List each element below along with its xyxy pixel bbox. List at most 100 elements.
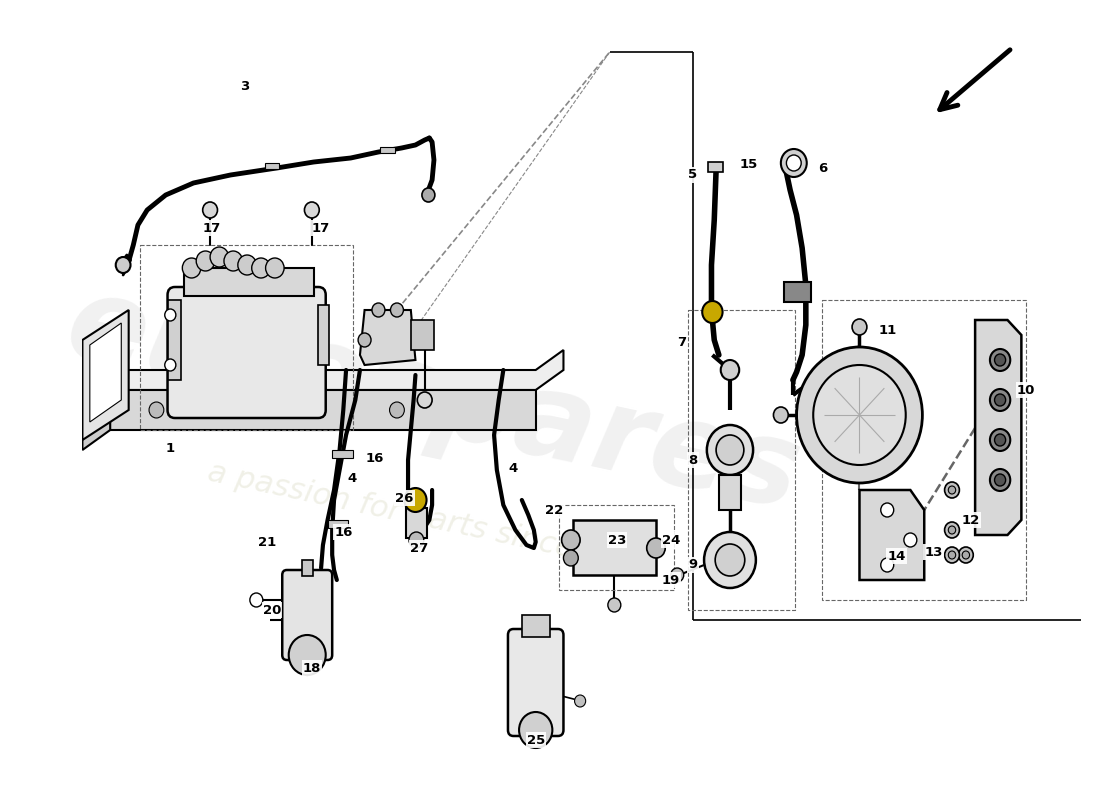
Circle shape (183, 258, 201, 278)
Bar (521, 615, 550, 637)
Text: 16: 16 (334, 526, 352, 538)
Circle shape (223, 402, 238, 418)
Bar (381, 147, 395, 153)
Circle shape (671, 568, 684, 582)
Circle shape (305, 202, 319, 218)
Circle shape (904, 533, 916, 547)
Bar (410, 320, 435, 350)
Circle shape (288, 635, 326, 675)
Text: 27: 27 (410, 542, 428, 554)
Circle shape (994, 354, 1005, 366)
Circle shape (210, 247, 229, 267)
Text: 16: 16 (365, 451, 384, 465)
Text: 21: 21 (258, 537, 276, 550)
Circle shape (359, 333, 371, 347)
Circle shape (990, 469, 1010, 491)
Circle shape (417, 392, 432, 408)
Circle shape (574, 695, 585, 707)
Circle shape (165, 359, 176, 371)
Circle shape (796, 347, 923, 483)
Circle shape (704, 532, 756, 588)
Circle shape (786, 155, 801, 171)
Bar (301, 560, 312, 576)
Circle shape (958, 547, 974, 563)
Circle shape (881, 503, 893, 517)
Text: a passion for parts since 1985: a passion for parts since 1985 (206, 458, 662, 582)
Circle shape (945, 547, 959, 563)
Text: eurospares: eurospares (57, 266, 811, 534)
Circle shape (422, 188, 435, 202)
Circle shape (647, 538, 666, 558)
Circle shape (715, 544, 745, 576)
Polygon shape (975, 320, 1022, 535)
Text: 12: 12 (961, 514, 980, 526)
Text: 17: 17 (312, 222, 330, 234)
Polygon shape (110, 350, 563, 390)
Text: 4: 4 (508, 462, 517, 474)
Circle shape (881, 558, 893, 572)
Circle shape (720, 360, 739, 380)
Circle shape (813, 365, 905, 465)
Circle shape (716, 435, 744, 465)
Text: 5: 5 (689, 169, 697, 182)
Circle shape (165, 309, 176, 321)
Circle shape (116, 257, 131, 273)
Bar (265, 163, 279, 169)
Text: 8: 8 (689, 454, 697, 466)
Bar (707, 162, 723, 172)
Bar (823, 300, 1026, 600)
Bar (406, 508, 427, 538)
Circle shape (196, 251, 214, 271)
Circle shape (608, 598, 620, 612)
Bar (140, 245, 352, 430)
Bar (783, 282, 812, 302)
Text: 26: 26 (395, 491, 414, 505)
Circle shape (948, 551, 956, 559)
Polygon shape (82, 310, 129, 440)
Text: 1: 1 (166, 442, 175, 454)
Circle shape (852, 319, 867, 335)
Circle shape (994, 474, 1005, 486)
Bar (559, 505, 674, 590)
Polygon shape (859, 490, 924, 580)
Bar (328, 520, 348, 528)
Text: 23: 23 (608, 534, 626, 546)
Circle shape (945, 482, 959, 498)
Text: 6: 6 (818, 162, 827, 174)
Text: 18: 18 (302, 662, 321, 674)
Circle shape (202, 202, 218, 218)
Circle shape (409, 532, 424, 548)
Bar (689, 310, 794, 610)
Text: 3: 3 (240, 79, 249, 93)
Circle shape (990, 389, 1010, 411)
Circle shape (265, 258, 284, 278)
Text: 10: 10 (1016, 383, 1035, 397)
Circle shape (945, 522, 959, 538)
Text: 15: 15 (739, 158, 758, 171)
FancyBboxPatch shape (167, 287, 326, 418)
Circle shape (990, 429, 1010, 451)
Polygon shape (360, 310, 416, 365)
Circle shape (707, 425, 754, 475)
Circle shape (962, 551, 969, 559)
FancyBboxPatch shape (283, 570, 332, 660)
Circle shape (994, 434, 1005, 446)
Bar (184, 268, 314, 296)
Text: 22: 22 (546, 503, 563, 517)
Bar (573, 520, 656, 575)
Bar (167, 300, 182, 380)
Circle shape (702, 301, 723, 323)
Text: 17: 17 (202, 222, 221, 234)
Circle shape (781, 149, 806, 177)
Text: 19: 19 (661, 574, 680, 586)
Text: 20: 20 (263, 603, 282, 617)
Circle shape (238, 255, 256, 275)
Bar (332, 450, 352, 458)
Circle shape (250, 593, 263, 607)
Circle shape (224, 251, 242, 271)
Bar (318, 305, 329, 365)
Circle shape (252, 258, 271, 278)
Circle shape (372, 303, 385, 317)
Polygon shape (82, 370, 110, 450)
Text: 14: 14 (888, 550, 905, 562)
